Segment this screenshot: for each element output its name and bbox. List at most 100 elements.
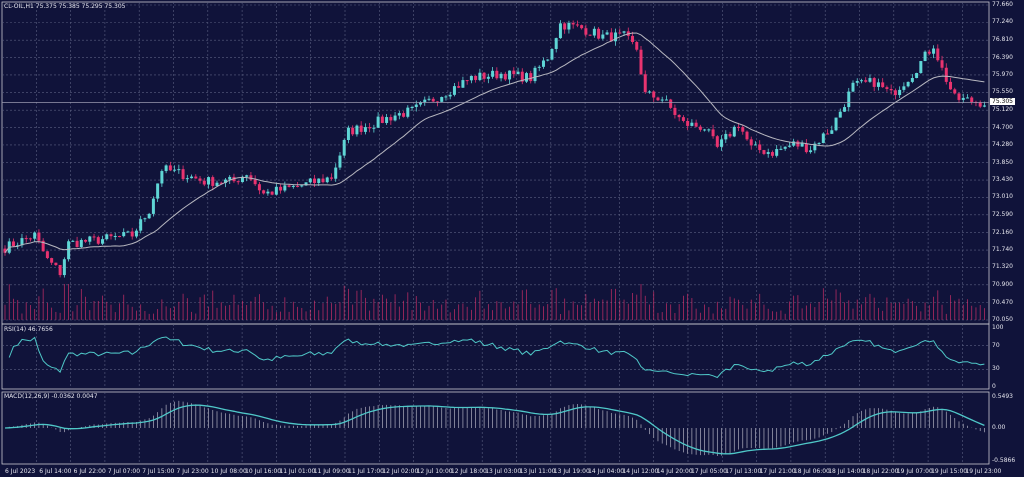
candle-bearish <box>465 80 469 82</box>
candle-bullish <box>334 167 338 179</box>
candle-bullish <box>177 169 181 171</box>
candle-bullish <box>105 234 109 240</box>
candle-bearish <box>368 127 372 129</box>
time-label: 17 Jul 05:00 <box>691 468 727 475</box>
candle-bearish <box>402 113 406 117</box>
candle-bullish <box>843 107 847 112</box>
rsi-tick-label: 30 <box>992 365 1000 373</box>
candle-bullish <box>868 78 872 82</box>
candle-bearish <box>940 60 944 68</box>
candle-bullish <box>554 38 558 49</box>
candle-bearish <box>202 180 206 185</box>
candle-bearish <box>944 67 948 82</box>
candle-bullish <box>16 245 20 247</box>
macd-tick-label: 0.00 <box>992 424 1006 431</box>
candle-bearish <box>597 28 601 39</box>
candle-bullish <box>902 86 906 90</box>
candle-bullish <box>724 133 728 140</box>
candle-bearish <box>109 234 113 237</box>
price-tick-label: 70.900 <box>992 280 1013 288</box>
price-tick-label: 73.010 <box>992 193 1013 201</box>
time-label: 10 Jul 08:00 <box>210 468 247 475</box>
candle-bullish <box>414 104 418 107</box>
symbol-label: CL-OIL,H1 <box>4 3 34 10</box>
candle-bearish <box>656 97 660 101</box>
candle-bullish <box>346 127 350 140</box>
time-label: 12 Jul 18:00 <box>450 468 487 475</box>
time-label: 6 Jul 22:00 <box>73 468 106 475</box>
candle-bullish <box>397 113 401 116</box>
candle-bearish <box>512 70 516 75</box>
price-tick-label: 74.700 <box>992 123 1013 131</box>
candle-bearish <box>953 89 957 94</box>
candle-bearish <box>885 87 889 89</box>
price-tick-label: 73.430 <box>992 176 1013 184</box>
candle-bearish <box>936 48 940 61</box>
price-tick-label: 73.850 <box>992 158 1013 166</box>
rsi-tick-label: 100 <box>992 324 1004 331</box>
candle-bullish <box>461 80 465 88</box>
candle-bearish <box>758 144 762 151</box>
candle-bearish <box>24 238 28 240</box>
time-label: 6 Jul 14:00 <box>39 468 72 475</box>
candle-bullish <box>101 239 105 244</box>
candle-bullish <box>304 182 308 186</box>
candle-bullish <box>139 219 143 231</box>
candle-bearish <box>41 240 45 252</box>
rsi-label: RSI(14) 46.7656 <box>4 326 53 333</box>
candle-bearish <box>287 185 291 187</box>
candle-bearish <box>889 88 893 91</box>
candle-bullish <box>720 139 724 147</box>
time-label: 11 Jul 01:00 <box>279 468 316 475</box>
macd-label: MACD(12,26,9) -0.0362 0.0047 <box>4 393 98 400</box>
candle-bullish <box>664 99 668 101</box>
candle-bullish <box>317 178 321 183</box>
candle-bullish <box>847 91 851 108</box>
candle-bearish <box>329 177 333 179</box>
candle-bullish <box>274 186 278 195</box>
candle-bearish <box>745 131 749 140</box>
candle-bearish <box>495 70 499 79</box>
candle-bearish <box>457 86 461 88</box>
candle-bullish <box>156 183 160 199</box>
current-price-tag: 75.305 <box>990 98 1015 106</box>
candle-bearish <box>639 49 643 75</box>
candle-bearish <box>236 181 240 183</box>
candle-bullish <box>122 232 126 237</box>
candle-bullish <box>753 144 757 146</box>
price-tick-label: 72.590 <box>992 210 1013 218</box>
candle-bullish <box>325 177 329 183</box>
candle-bearish <box>872 78 876 87</box>
candle-bearish <box>211 177 215 186</box>
time-label: 19 Jul 15:00 <box>931 468 968 475</box>
candle-bearish <box>588 34 592 36</box>
time-label: 7 Jul 23:00 <box>176 468 209 475</box>
candle-bullish <box>567 22 571 30</box>
candle-bullish <box>423 99 427 103</box>
candle-bullish <box>448 94 452 97</box>
candle-bullish <box>783 146 787 149</box>
candle-bearish <box>435 101 439 103</box>
time-label: 13 Jul 03:00 <box>485 468 522 475</box>
candle-bullish <box>817 143 821 145</box>
candle-bearish <box>75 240 79 248</box>
candle-bearish <box>313 178 317 183</box>
time-label: 13 Jul 19:00 <box>553 468 590 475</box>
candle-bearish <box>11 241 15 247</box>
candle-bearish <box>762 150 766 154</box>
candle-bullish <box>363 127 367 132</box>
candle-bullish <box>440 97 444 102</box>
candle-bullish <box>533 67 537 82</box>
candle-bearish <box>321 178 325 183</box>
candle-bearish <box>584 28 588 35</box>
candle-bearish <box>54 262 58 265</box>
time-label: 18 Jul 06:00 <box>793 468 830 475</box>
candle-bullish <box>775 149 779 156</box>
candle-bearish <box>296 185 300 187</box>
candle-bullish <box>541 60 545 67</box>
candle-bearish <box>198 178 202 181</box>
candle-bullish <box>614 32 618 42</box>
candle-bullish <box>67 241 71 260</box>
candle-bullish <box>215 182 219 186</box>
